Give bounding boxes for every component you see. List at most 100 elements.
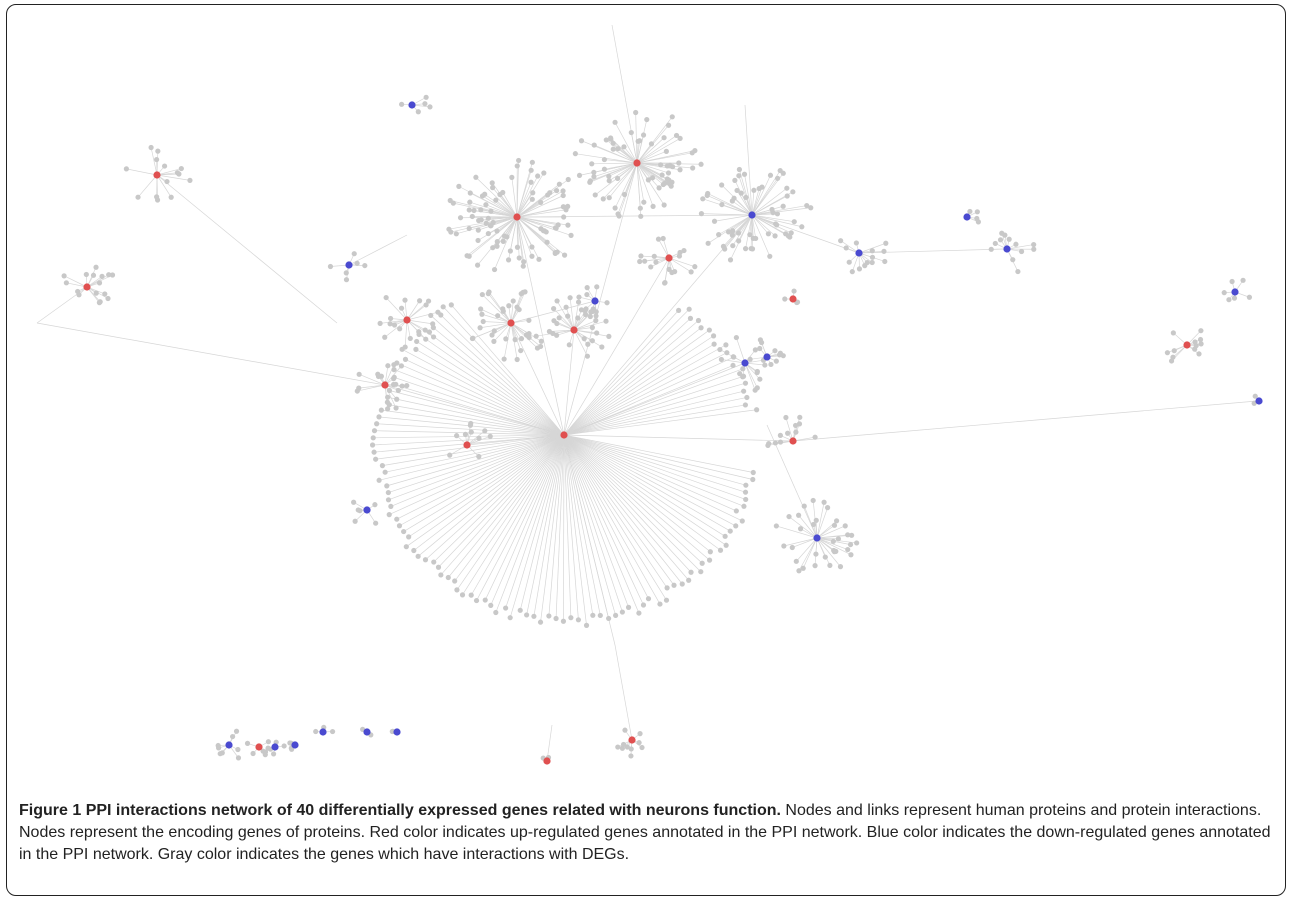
interactor-gene-node <box>485 230 491 237</box>
interactor-gene-node <box>717 346 723 353</box>
interactor-gene-node <box>772 348 778 354</box>
interaction-edge <box>563 434 745 507</box>
interactor-gene-node <box>869 259 875 266</box>
figure-title: PPI interactions network of 40 different… <box>85 802 781 819</box>
interaction-edge <box>563 368 743 436</box>
interactor-gene-node <box>528 179 534 185</box>
interactor-gene-node <box>848 552 854 558</box>
down-regulated-gene-node <box>291 741 299 749</box>
interactor-gene-node <box>423 94 429 100</box>
interaction-edge <box>510 300 596 324</box>
interactor-gene-node <box>371 428 378 434</box>
interaction-edge <box>738 214 753 242</box>
interaction-edge <box>563 434 746 493</box>
interactor-gene-node <box>529 253 535 259</box>
interactor-gene-node <box>415 553 421 559</box>
interactor-gene-node <box>774 211 781 217</box>
interactor-gene-node <box>476 435 482 441</box>
interactor-gene-node <box>637 138 643 144</box>
interactor-gene-node <box>833 518 840 524</box>
interaction-edge <box>785 417 794 442</box>
interaction-edge <box>384 384 397 409</box>
interactor-gene-node <box>105 295 111 302</box>
interactor-gene-node <box>1192 346 1198 352</box>
interaction-edge <box>516 170 532 218</box>
interaction-edge <box>776 525 818 539</box>
interaction-edge <box>636 162 669 174</box>
interactor-gene-node <box>407 335 413 342</box>
interactor-gene-node <box>244 740 251 746</box>
interactor-gene-node <box>471 207 477 214</box>
interactor-gene-node <box>453 231 459 237</box>
interaction-edge <box>433 434 565 563</box>
down-regulated-gene-node <box>748 211 756 219</box>
interactor-gene-node <box>599 344 605 350</box>
interactor-gene-node <box>414 338 420 345</box>
interactor-gene-node <box>698 325 704 331</box>
interaction-edge <box>485 204 518 218</box>
interactor-gene-node <box>454 433 460 439</box>
interactor-gene-node <box>537 619 544 625</box>
interactor-gene-node <box>482 597 488 603</box>
interactor-gene-node <box>719 182 725 188</box>
interaction-edge <box>516 216 540 260</box>
figure-label: Figure 1 <box>19 802 82 819</box>
interaction-edge <box>563 356 734 436</box>
interactor-gene-node <box>736 173 742 179</box>
interactor-gene-node <box>606 173 612 179</box>
interactor-gene-node <box>716 232 722 238</box>
interactor-gene-node <box>415 109 421 115</box>
up-regulated-gene-node <box>381 381 389 389</box>
interaction-edge <box>390 434 565 507</box>
interactor-gene-node <box>376 414 382 420</box>
interactor-gene-node <box>730 354 736 360</box>
interactor-gene-node <box>357 508 363 514</box>
interaction-edge <box>751 214 795 223</box>
interactor-gene-node <box>663 597 670 603</box>
interactor-gene-node <box>613 612 619 619</box>
interactor-gene-node <box>576 294 582 300</box>
interactor-gene-node <box>370 435 376 441</box>
interaction-edge <box>516 216 548 243</box>
interaction-edge <box>563 390 744 436</box>
interactor-gene-node <box>387 321 393 327</box>
interactor-gene-node <box>676 307 682 314</box>
interaction-edge <box>802 537 818 569</box>
interactor-gene-node <box>638 253 644 259</box>
interaction-edge <box>488 216 518 234</box>
interactor-gene-node <box>493 197 499 203</box>
interaction-edge <box>563 434 601 616</box>
interaction-edge <box>613 148 638 164</box>
interactor-gene-node <box>773 221 779 227</box>
interaction-edge <box>469 201 518 218</box>
interactor-gene-node <box>371 449 377 455</box>
interaction-edge <box>636 162 661 166</box>
interaction-edge <box>516 160 519 218</box>
interaction-edge <box>614 644 633 741</box>
interactor-gene-node <box>161 163 168 169</box>
interactor-gene-node <box>416 329 422 335</box>
interaction-edge <box>563 434 644 606</box>
up-regulated-gene-node <box>83 283 91 291</box>
interaction-edge <box>466 434 565 446</box>
interaction-edge <box>604 159 638 164</box>
interactor-gene-node <box>462 431 469 437</box>
interaction-edge <box>415 349 565 436</box>
interaction-edge <box>553 308 575 331</box>
interaction-edge <box>563 214 753 436</box>
interaction-edge <box>840 240 860 254</box>
interactor-gene-node <box>384 483 390 489</box>
interaction-edge <box>563 434 743 522</box>
interaction-edge <box>751 214 769 235</box>
down-regulated-gene-node <box>591 297 599 305</box>
interactor-gene-node <box>797 526 804 532</box>
interaction-edge <box>563 310 679 436</box>
interaction-edge <box>563 434 587 626</box>
interactor-gene-node <box>531 613 537 619</box>
interactor-gene-node <box>612 205 618 211</box>
interaction-edge <box>430 315 565 436</box>
down-regulated-gene-node <box>1231 288 1239 296</box>
interactor-gene-node <box>677 135 683 142</box>
up-regulated-gene-node <box>789 295 797 303</box>
interactor-gene-node <box>457 215 464 221</box>
